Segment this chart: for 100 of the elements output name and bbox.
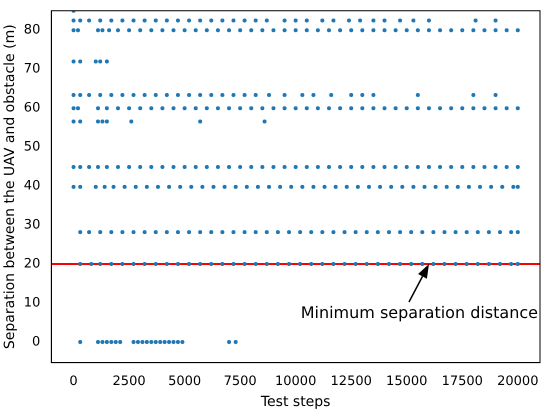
point [404,165,409,170]
point [316,165,320,170]
point [371,28,376,32]
point [104,106,109,110]
point [162,340,167,344]
point [282,165,287,170]
point [271,28,276,32]
point [164,18,169,23]
point [371,106,376,110]
point [72,119,76,124]
point [494,106,498,110]
point [94,59,98,64]
point [176,340,180,344]
point [114,340,118,344]
point [98,262,102,266]
point [127,165,132,170]
point [109,18,114,23]
point [346,18,351,23]
point [244,184,249,189]
point [398,18,402,23]
point [358,18,362,23]
point [134,184,138,189]
point [249,28,254,32]
point [309,262,314,266]
point [87,92,92,97]
point [107,28,112,32]
point [344,184,349,189]
point [87,165,92,170]
point [389,184,394,189]
point [222,184,227,189]
point [116,165,120,170]
point [276,262,280,266]
point [267,92,272,97]
point [227,28,232,32]
point [187,230,192,234]
point [366,184,371,189]
point [98,18,102,23]
point [456,184,460,189]
point [426,28,431,32]
point [260,106,264,110]
point [516,262,520,266]
point [116,28,120,32]
point [426,106,431,110]
point [371,92,376,97]
point [142,262,147,266]
point [360,106,364,110]
point [76,106,80,110]
point [394,28,398,32]
point [144,340,149,344]
point [311,92,316,97]
point [294,18,298,23]
point [132,262,136,266]
point [426,165,431,170]
point [98,230,102,234]
point [78,340,82,344]
y-axis-title: Separation between the UAV and obstacle (m) [2,24,18,350]
point [282,28,287,32]
point [420,230,424,234]
point [464,230,469,234]
point [371,18,376,23]
point [300,92,304,97]
point [494,28,498,32]
point [386,230,391,234]
point [109,230,114,234]
point [382,106,387,110]
point [354,230,358,234]
point [434,184,438,189]
point [96,165,100,170]
point [271,165,276,170]
point [104,59,109,64]
point [309,230,314,234]
point [198,92,202,97]
point [102,184,107,189]
point [138,165,142,170]
point [78,59,82,64]
point [120,92,124,97]
point [182,165,187,170]
point [78,262,82,266]
point [154,230,158,234]
point [154,18,158,23]
point [238,106,242,110]
y-tick-label: 40 [24,178,40,194]
point [172,28,176,32]
point [482,165,486,170]
point [100,28,104,32]
point [282,18,287,23]
point [438,28,442,32]
point [260,28,264,32]
point [187,262,192,266]
point [471,165,476,170]
point [416,92,420,97]
point [182,106,187,110]
point [409,230,414,234]
point [109,340,114,344]
point [267,184,272,189]
point [149,165,154,170]
point [454,230,458,234]
point [242,18,247,23]
point [478,184,482,189]
point [132,230,136,234]
